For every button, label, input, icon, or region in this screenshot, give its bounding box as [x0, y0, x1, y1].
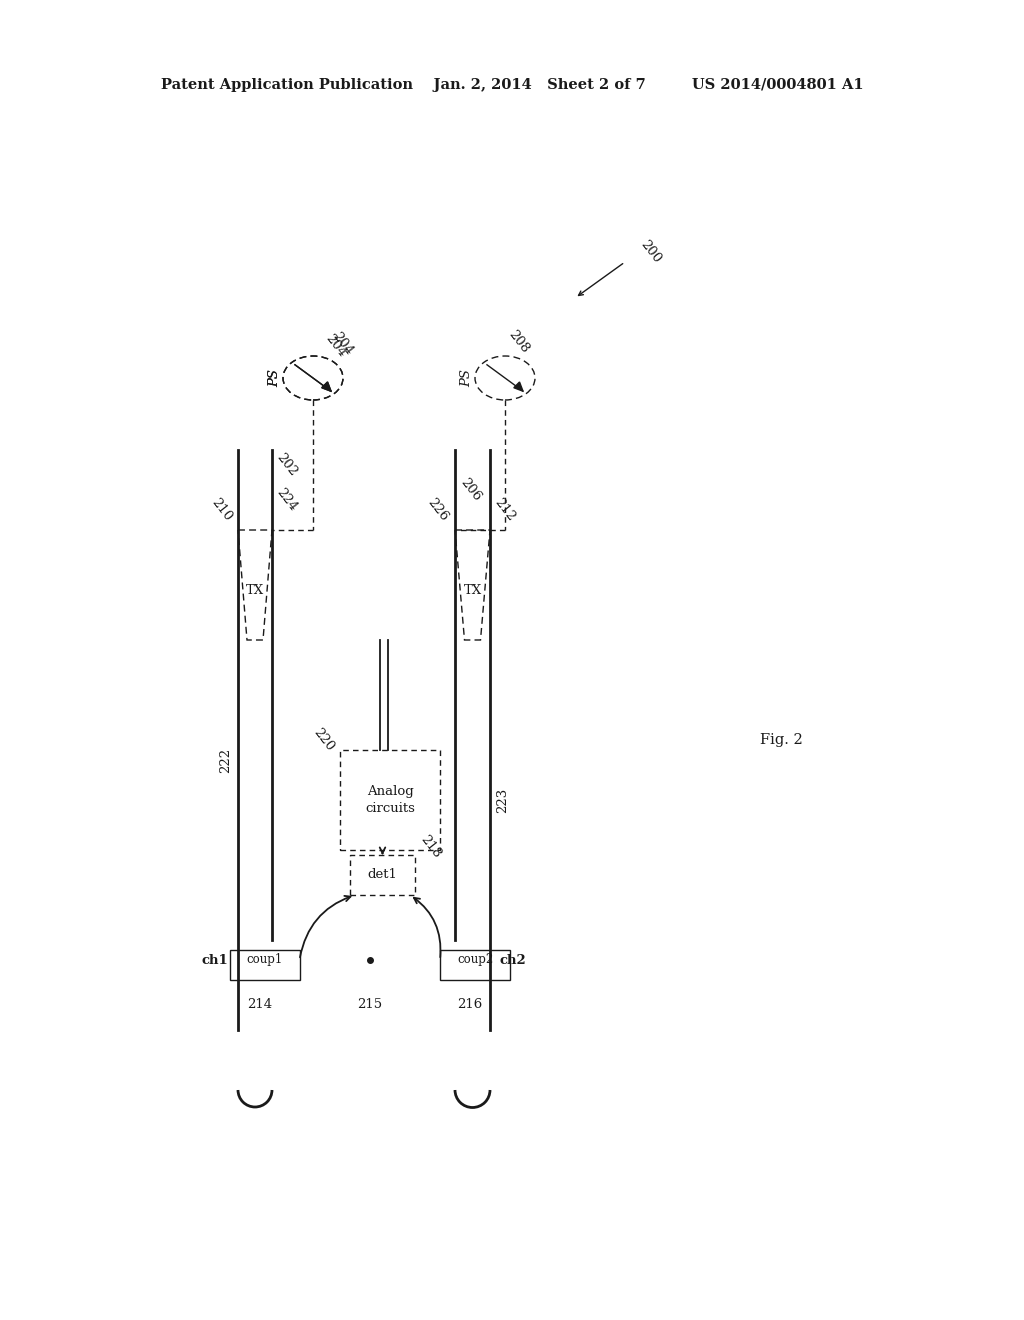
Text: 224: 224 — [274, 486, 300, 513]
Bar — [340, 750, 440, 850]
Text: 216: 216 — [458, 998, 482, 1011]
Text: PS: PS — [268, 370, 282, 387]
Bar — [350, 855, 415, 895]
Bar — [229, 950, 299, 979]
Polygon shape — [514, 381, 523, 391]
Text: Patent Application Publication    Jan. 2, 2014   Sheet 2 of 7         US 2014/00: Patent Application Publication Jan. 2, 2… — [161, 78, 863, 92]
Text: 220: 220 — [310, 726, 336, 754]
Text: Fig. 2: Fig. 2 — [760, 733, 803, 747]
Text: PS: PS — [268, 370, 282, 387]
Text: Analog
circuits: Analog circuits — [366, 785, 415, 814]
Text: 204: 204 — [323, 333, 349, 360]
Text: coup1: coup1 — [247, 953, 283, 966]
Text: 222: 222 — [219, 747, 232, 772]
Text: ch2: ch2 — [500, 953, 526, 966]
Text: ch1: ch1 — [202, 953, 228, 966]
Text: det1: det1 — [368, 869, 397, 882]
Text: 226: 226 — [425, 496, 451, 524]
Text: 223: 223 — [496, 787, 509, 813]
Text: 200: 200 — [638, 238, 664, 265]
Text: TX: TX — [246, 583, 264, 597]
Polygon shape — [322, 381, 331, 391]
Text: PS: PS — [461, 370, 473, 387]
Text: coup2: coup2 — [457, 953, 494, 966]
Text: 204: 204 — [330, 330, 355, 358]
Text: 214: 214 — [247, 998, 272, 1011]
Text: 208: 208 — [506, 329, 531, 356]
Text: 210: 210 — [208, 496, 234, 524]
Text: 206: 206 — [458, 477, 483, 504]
Bar — [440, 950, 510, 979]
Text: 202: 202 — [274, 451, 300, 479]
Text: 218: 218 — [418, 833, 443, 861]
Text: TX: TX — [464, 583, 481, 597]
Text: 215: 215 — [357, 998, 382, 1011]
Polygon shape — [322, 381, 331, 391]
Text: 212: 212 — [492, 496, 518, 524]
